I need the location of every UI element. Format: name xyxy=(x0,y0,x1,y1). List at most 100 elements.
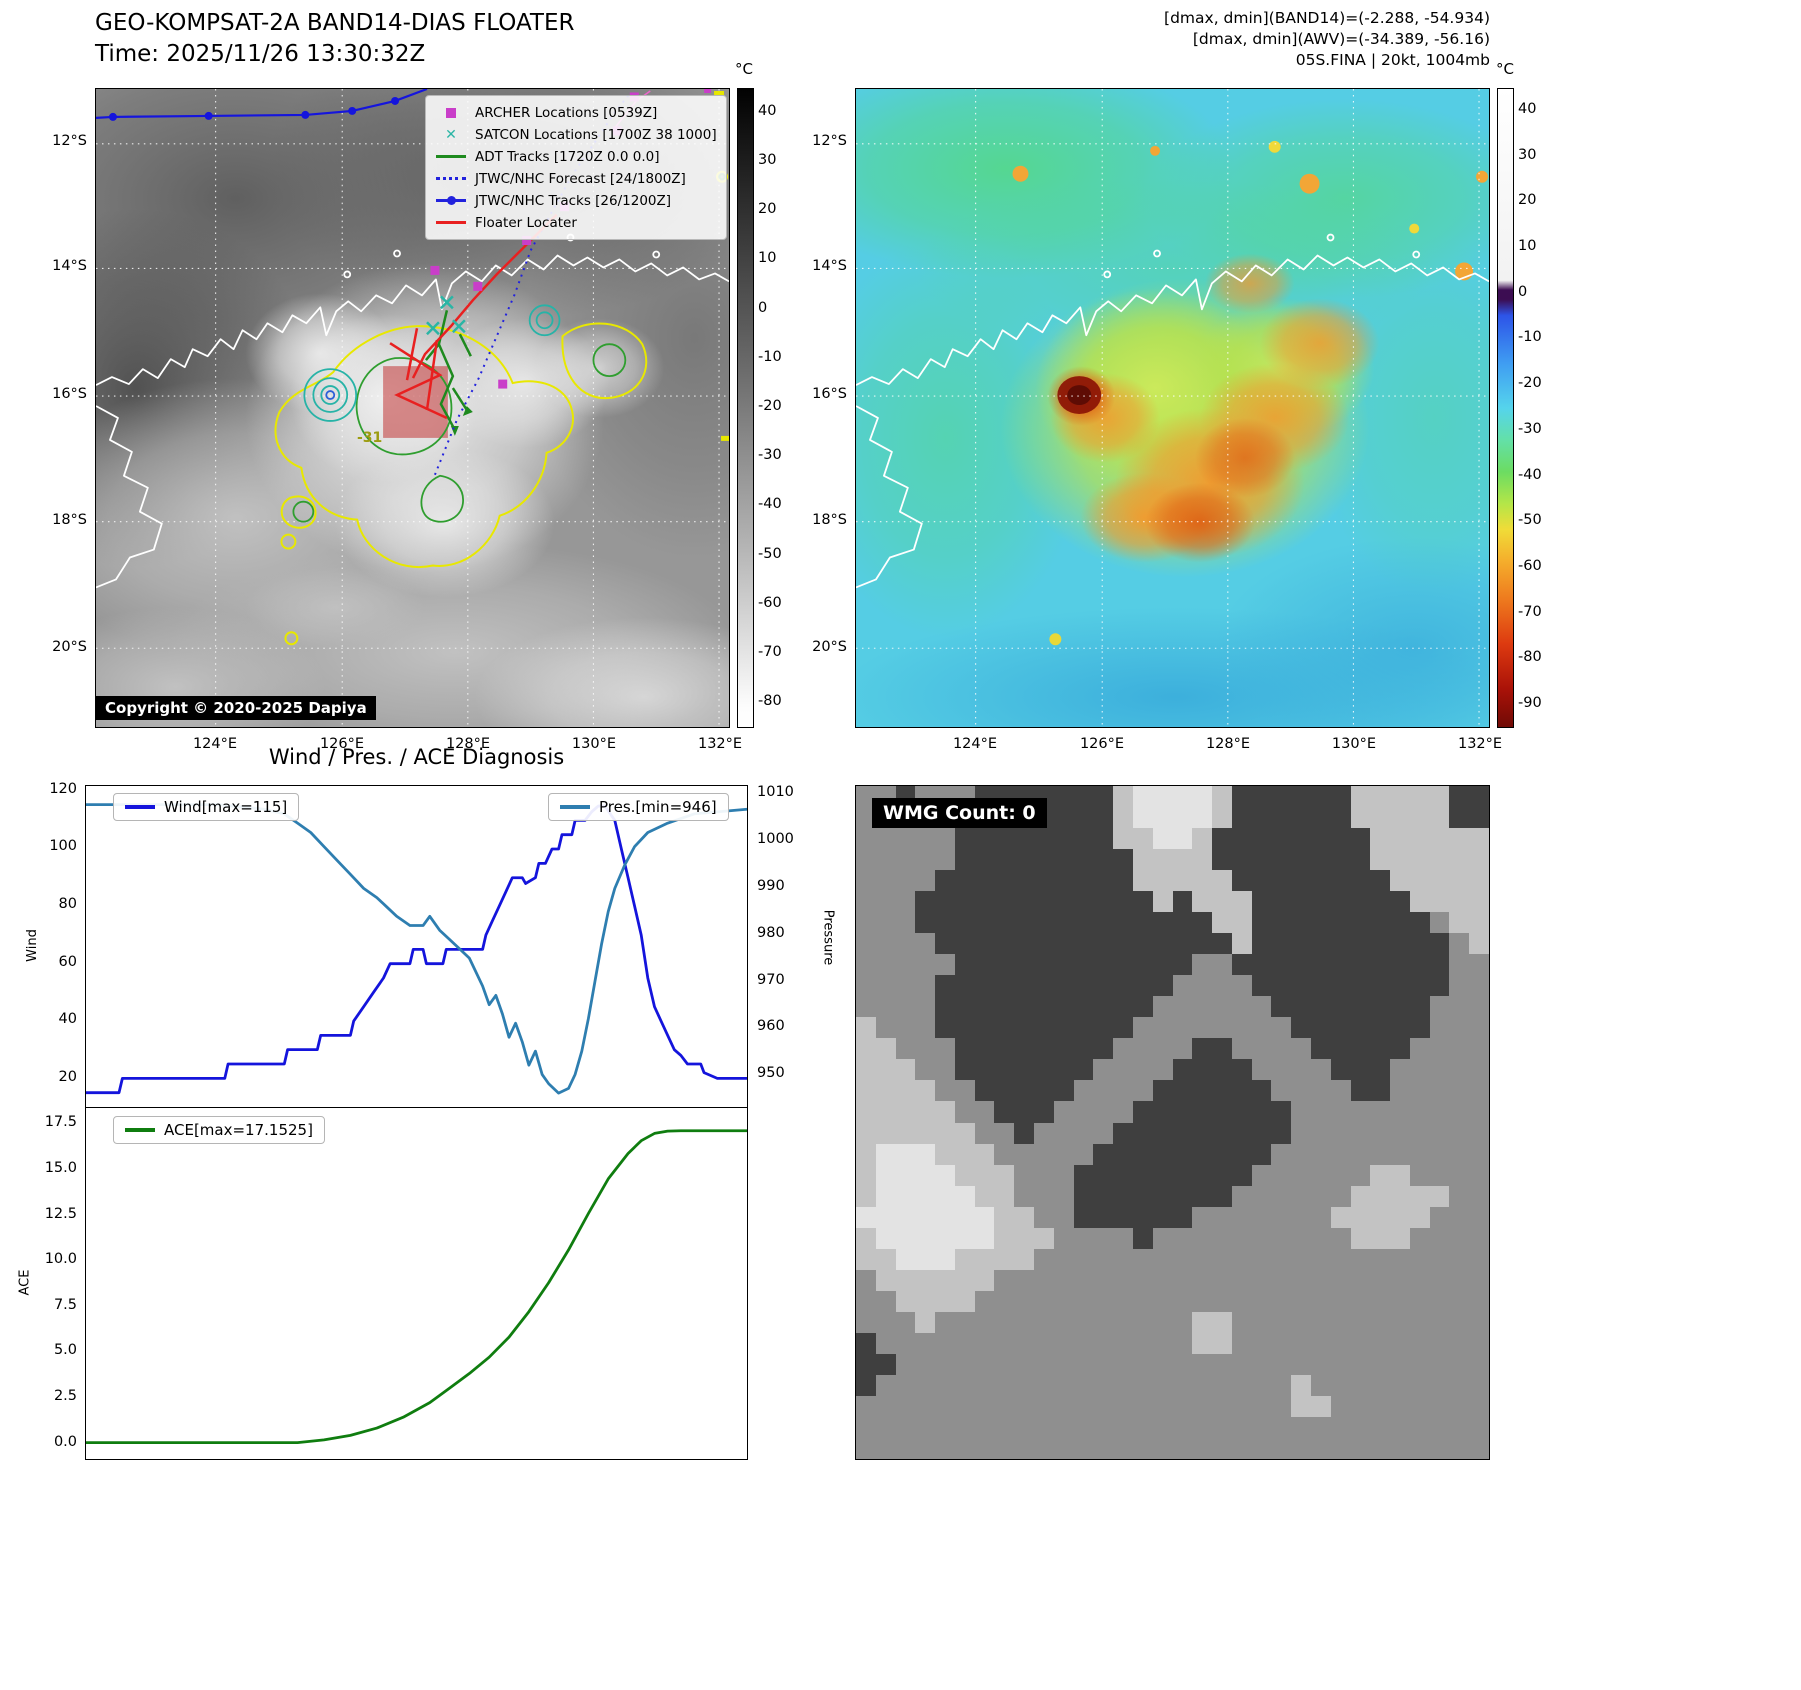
wmg-pixel xyxy=(1093,1353,1114,1375)
wmg-pixel xyxy=(1132,1227,1153,1249)
wmg-pixel xyxy=(994,1143,1015,1165)
line-dot-marker-icon xyxy=(435,196,467,205)
wmg-pixel xyxy=(1429,1227,1450,1249)
wmg-pixel xyxy=(1172,1227,1193,1249)
wmg-pixel xyxy=(1271,786,1292,808)
wmg-pixel xyxy=(1231,1269,1252,1291)
wmg-pixel xyxy=(1172,786,1193,808)
wmg-pixel xyxy=(1113,891,1133,913)
wmg-pixel xyxy=(1231,1059,1252,1081)
wmg-pixel xyxy=(1212,1185,1232,1207)
wmg-pixel xyxy=(1291,996,1311,1018)
wmg-pixel xyxy=(935,933,955,955)
wmg-pixel xyxy=(1152,1206,1173,1228)
wmg-pixel xyxy=(994,1248,1015,1270)
wmg-pixel xyxy=(1152,1332,1173,1354)
wmg-pixel xyxy=(1212,1122,1232,1144)
wmg-pixel xyxy=(856,1311,876,1333)
wmg-count-image xyxy=(855,785,1490,1460)
wmg-pixel xyxy=(1192,1353,1213,1375)
wmg-pixel xyxy=(1192,1311,1213,1333)
wmg-pixel xyxy=(1192,1332,1213,1354)
wmg-pixel xyxy=(1152,828,1173,850)
wmg-pixel xyxy=(1113,1206,1133,1228)
wmg-pixel xyxy=(1469,1395,1489,1417)
wmg-pixel xyxy=(915,912,936,934)
wmg-pixel xyxy=(1291,1290,1311,1312)
wmg-pixel xyxy=(1370,1269,1391,1291)
band14-map-legend: ARCHER Locations [0539Z] ✕ SATCON Location… xyxy=(425,95,727,240)
wmg-pixel xyxy=(1014,933,1035,955)
wmg-pixel xyxy=(1350,1143,1371,1165)
wmg-pixel xyxy=(895,1311,916,1333)
wmg-pixel xyxy=(1310,1395,1331,1417)
y-tick-label: 80 xyxy=(58,896,77,913)
wmg-pixel xyxy=(1390,1185,1410,1207)
wmg-pixel xyxy=(1113,912,1133,934)
wmg-pixel xyxy=(1409,1164,1430,1186)
wmg-pixel xyxy=(1113,870,1133,892)
wmg-pixel xyxy=(1014,975,1035,997)
wmg-pixel xyxy=(856,1143,876,1165)
wmg-pixel xyxy=(1449,1206,1470,1228)
wmg-pixel xyxy=(915,1080,936,1102)
wmg-pixel xyxy=(1449,891,1470,913)
wmg-pixel xyxy=(1212,828,1232,850)
wmg-pixel xyxy=(1310,1227,1331,1249)
colorbar-tick-label: 0 xyxy=(758,299,768,316)
wmg-pixel xyxy=(1370,1290,1391,1312)
wmg-pixel xyxy=(935,1122,955,1144)
wmg-pixel xyxy=(895,1038,916,1060)
wmg-pixel xyxy=(1291,828,1311,850)
wmg-pixel xyxy=(1073,1290,1094,1312)
wmg-pixel xyxy=(1231,1101,1252,1123)
wmg-pixel xyxy=(1271,1269,1292,1291)
wmg-pixel xyxy=(875,1269,896,1291)
wmg-pixel xyxy=(895,954,916,976)
wmg-pixel xyxy=(974,1017,995,1039)
wmg-pixel xyxy=(1172,807,1193,829)
wmg-pixel xyxy=(1370,1080,1391,1102)
wmg-pixel xyxy=(1172,1122,1193,1144)
wmg-pixel xyxy=(856,1395,876,1417)
wmg-pixel xyxy=(1113,1017,1133,1039)
wmg-pixel xyxy=(1093,1269,1114,1291)
wmg-pixel xyxy=(954,1416,975,1438)
wmg-pixel xyxy=(974,996,995,1018)
wmg-pixel xyxy=(1073,786,1094,808)
wmg-pixel xyxy=(1271,1353,1292,1375)
wmg-pixel xyxy=(915,996,936,1018)
wmg-pixel xyxy=(1014,1290,1035,1312)
wmg-pixel xyxy=(1370,1122,1391,1144)
wmg-pixel xyxy=(875,1395,896,1417)
wmg-pixel xyxy=(1449,1059,1470,1081)
wmg-pixel xyxy=(1330,1269,1351,1291)
wmg-pixel xyxy=(954,1059,975,1081)
wmg-pixel xyxy=(1370,1248,1391,1270)
y-tick-label: 100 xyxy=(49,838,77,855)
wmg-pixel xyxy=(1429,786,1450,808)
wmg-pixel xyxy=(875,996,896,1018)
wmg-pixel xyxy=(1469,1311,1489,1333)
wmg-pixel xyxy=(875,828,896,850)
wmg-pixel xyxy=(1310,1185,1331,1207)
ace-legend-label: ACE[max=17.1525] xyxy=(164,1121,313,1139)
wmg-pixel xyxy=(875,912,896,934)
wmg-pixel xyxy=(1231,975,1252,997)
wmg-pixel xyxy=(1132,828,1153,850)
wmg-pixel xyxy=(1449,849,1470,871)
wmg-pixel xyxy=(1390,1122,1410,1144)
wmg-pixel xyxy=(1271,828,1292,850)
wmg-pixel xyxy=(1113,975,1133,997)
wmg-pixel xyxy=(915,1290,936,1312)
wmg-pixel xyxy=(1271,1143,1292,1165)
wmg-pixel xyxy=(1429,891,1450,913)
wmg-pixel xyxy=(1291,1227,1311,1249)
wmg-pixel xyxy=(875,1080,896,1102)
wmg-pixel xyxy=(1053,1290,1074,1312)
wmg-pixel xyxy=(1291,975,1311,997)
wmg-pixel xyxy=(1390,1416,1410,1438)
wmg-pixel xyxy=(1330,975,1351,997)
wmg-pixel xyxy=(895,828,916,850)
wmg-pixel xyxy=(1251,1416,1272,1438)
